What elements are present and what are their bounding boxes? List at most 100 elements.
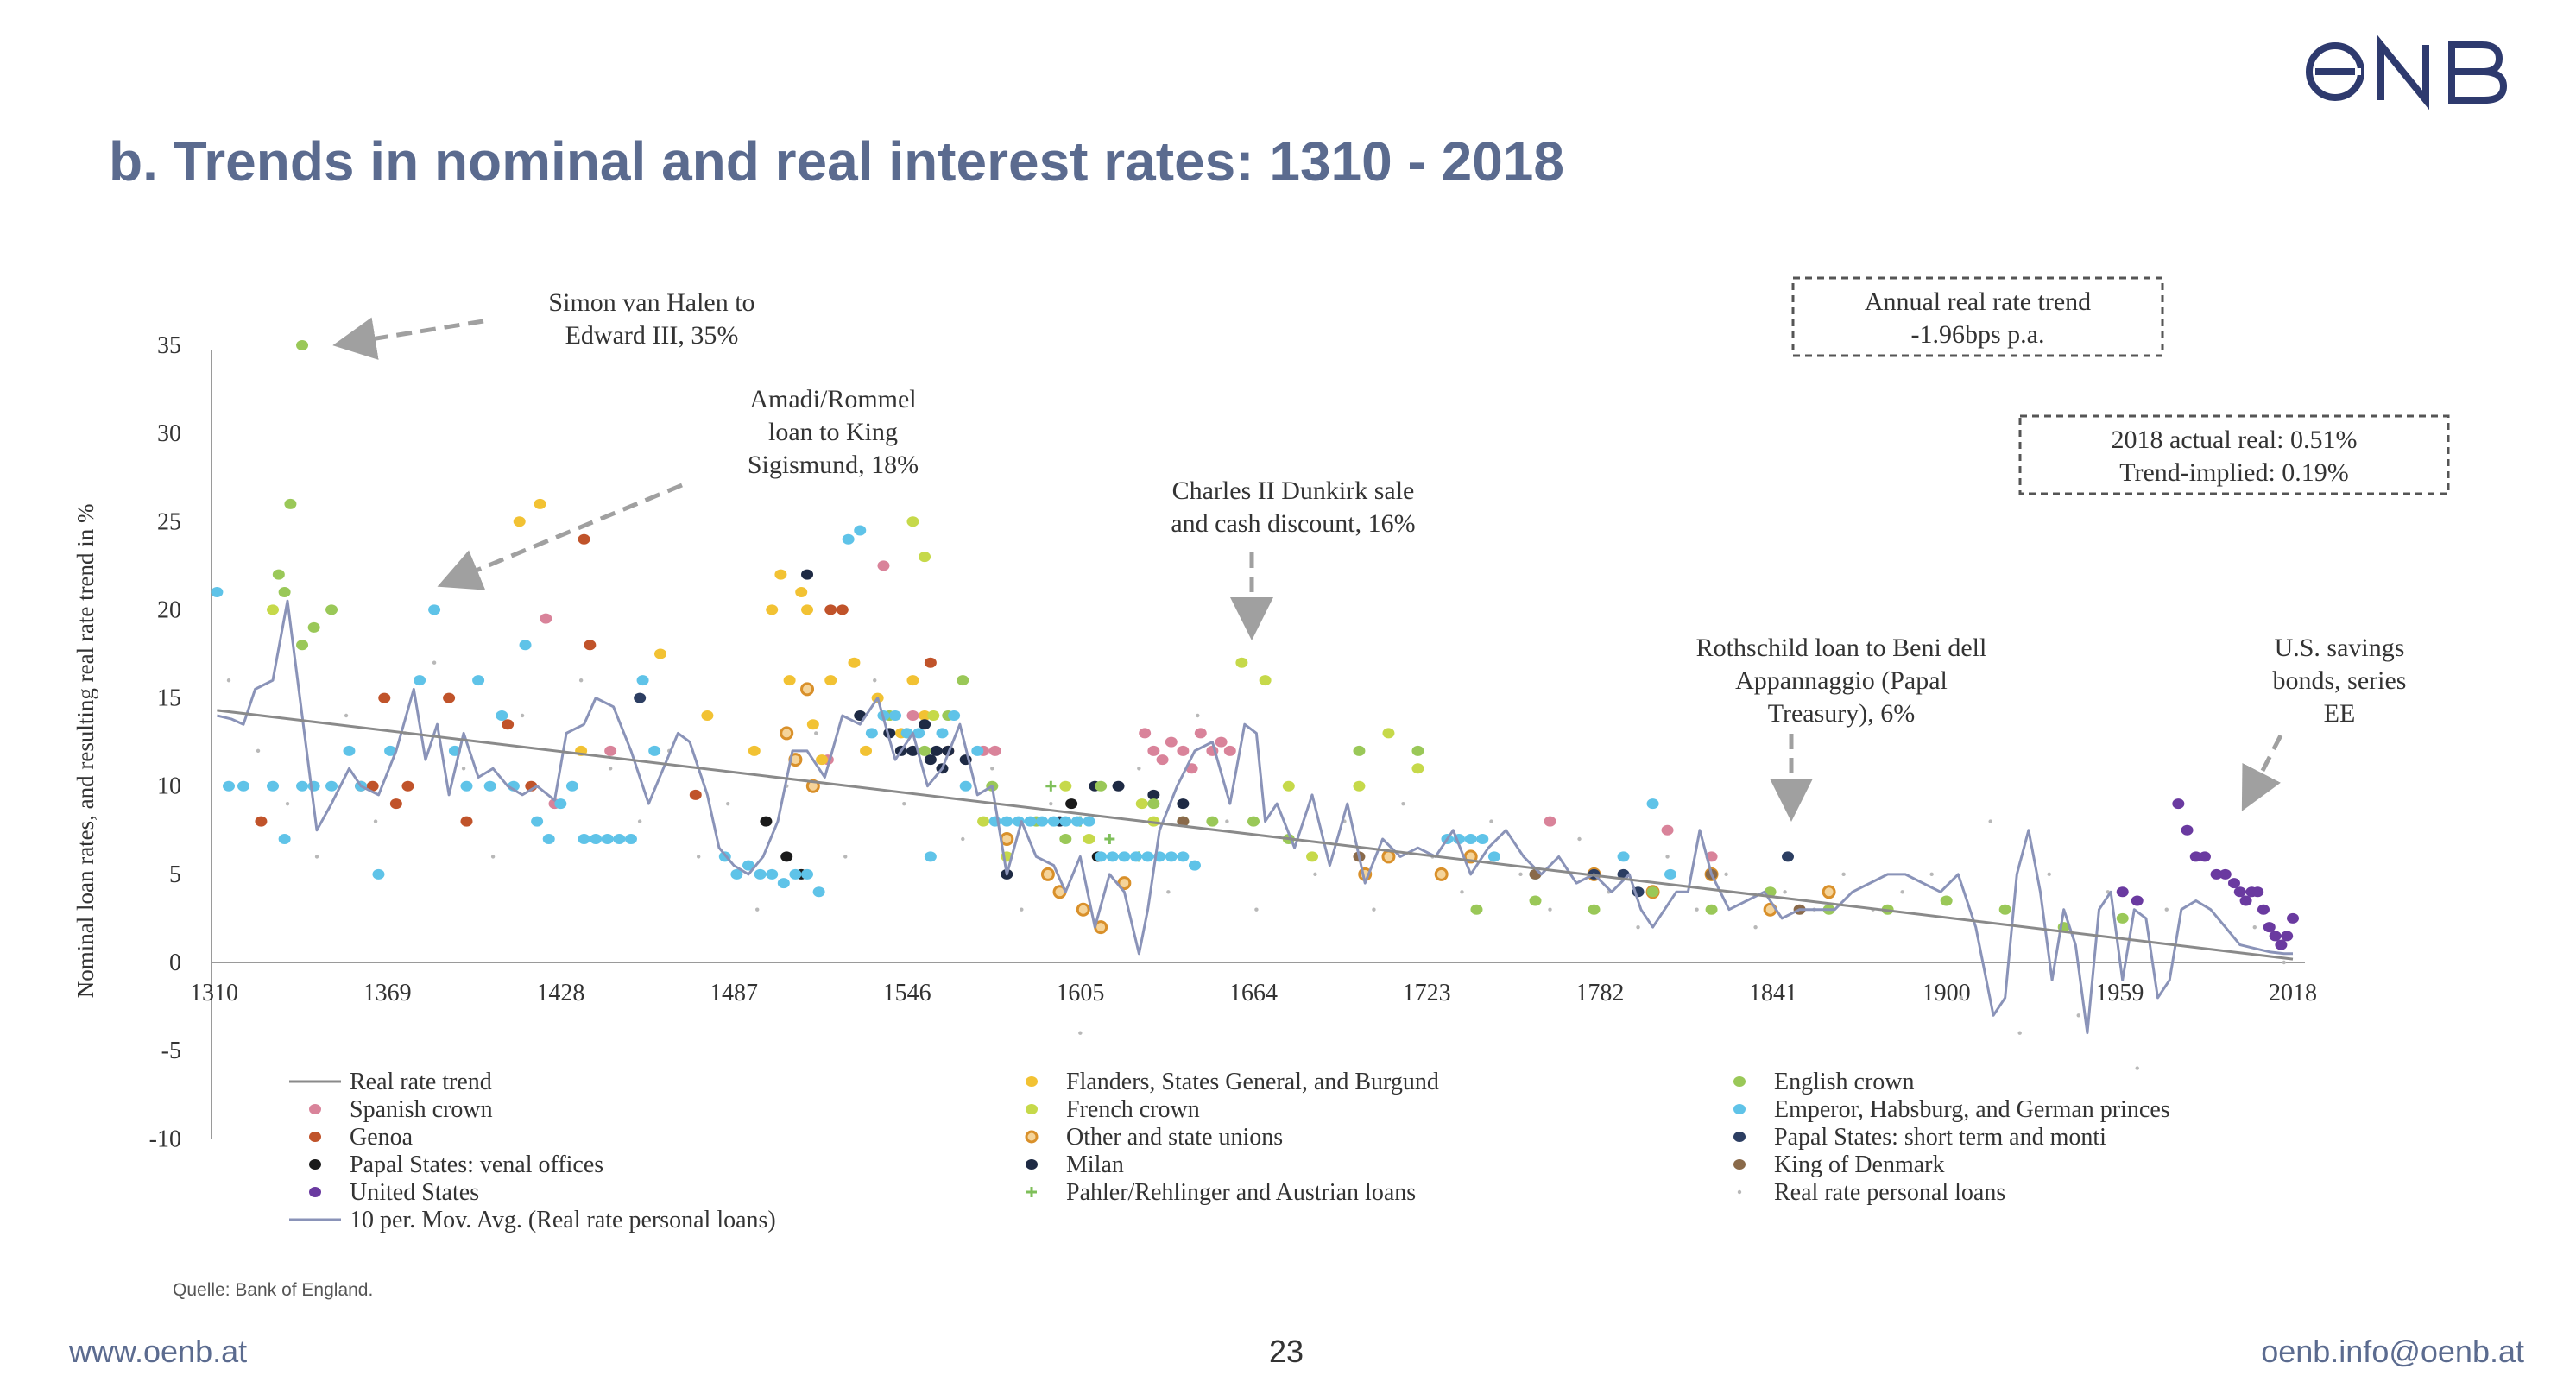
- data-point: [877, 560, 890, 571]
- data-point: [584, 640, 597, 651]
- legend-item: 10 per. Mov. Avg. (Real rate personal lo…: [289, 1207, 776, 1233]
- data-point: [613, 834, 626, 844]
- legend-label: French crown: [1066, 1096, 1200, 1123]
- series-emperor-habsburg-and-german-princes: [211, 525, 1676, 898]
- data-point: [513, 516, 526, 527]
- data-point: [927, 710, 940, 721]
- x-tick-label: 1782: [1575, 980, 1624, 1006]
- data-point: [2282, 960, 2286, 965]
- data-point: [1753, 924, 1758, 930]
- data-point: [1636, 924, 1640, 930]
- data-point: [1353, 780, 1366, 792]
- legend-item: Flanders, States General, and Burgund: [1026, 1069, 1439, 1095]
- data-point: [608, 767, 613, 771]
- data-point: [990, 767, 994, 771]
- data-point: [372, 868, 385, 880]
- data-point: [777, 878, 790, 889]
- data-point: [344, 713, 349, 718]
- data-point: [460, 780, 473, 792]
- data-point: [2116, 886, 2129, 898]
- data-point: [783, 675, 796, 686]
- data-point: [1372, 907, 1376, 912]
- data-point: [1900, 890, 1904, 894]
- data-point: [624, 834, 637, 844]
- annotation-text: Amadi/Rommel: [749, 385, 916, 413]
- legend-item: Papal States: venal offices: [309, 1151, 603, 1178]
- data-point: [1117, 876, 1132, 891]
- data-point: [490, 855, 496, 859]
- data-point: [906, 516, 919, 527]
- data-point: [1177, 851, 1190, 862]
- data-point: [1646, 798, 1659, 810]
- data-point: [988, 745, 1001, 756]
- trend-line: [217, 709, 2294, 961]
- data-point: [1381, 849, 1396, 864]
- data-point: [1959, 995, 1963, 1000]
- data-point: [795, 587, 808, 597]
- data-point: [278, 834, 291, 844]
- legend-item: Other and state unions: [1025, 1124, 1283, 1151]
- data-point: [542, 834, 555, 844]
- legend-item: English crown: [1733, 1069, 1915, 1095]
- x-tick-label: 1959: [2095, 980, 2144, 1006]
- data-point: [1020, 907, 1024, 912]
- box-text: -1.96bps p.a.: [1911, 320, 2045, 349]
- data-point: [1929, 872, 1934, 877]
- data-point: [307, 621, 320, 633]
- y-tick-label: 35: [157, 332, 181, 359]
- oenb-logo: [2306, 35, 2508, 110]
- data-point: [760, 816, 773, 827]
- data-point: [1104, 834, 1115, 844]
- page-number: 23: [1269, 1334, 1304, 1369]
- y-tick-label: 5: [169, 861, 181, 888]
- annotation-charles: Charles II Dunkirk sale and cash discount…: [1171, 476, 1416, 640]
- data-point: [1822, 885, 1836, 899]
- data-point: [2181, 824, 2194, 836]
- box-text: Annual real rate trend: [1865, 287, 2091, 316]
- legend-label: United States: [350, 1179, 479, 1206]
- data-point: [780, 851, 793, 862]
- data-point: [919, 552, 931, 563]
- data-point: [401, 780, 414, 792]
- data-point: [502, 719, 515, 730]
- data-point: [1118, 851, 1131, 862]
- data-point: [2287, 912, 2299, 924]
- data-point: [1529, 895, 1542, 906]
- data-point: [1259, 675, 1272, 686]
- data-point: [801, 604, 814, 615]
- data-point: [1166, 890, 1171, 894]
- y-tick-label: -5: [161, 1038, 181, 1064]
- data-point: [226, 678, 231, 683]
- footer-email[interactable]: oenb.info@oenb.at: [2261, 1334, 2524, 1369]
- y-tick-label: 30: [157, 420, 181, 447]
- legend-label: Papal States: venal offices: [350, 1151, 603, 1178]
- data-point: [296, 340, 309, 350]
- data-point: [443, 692, 456, 703]
- data-point: [1165, 851, 1178, 862]
- data-point: [957, 675, 969, 686]
- series-united-states: [2116, 798, 2299, 950]
- data-point: [1518, 872, 1523, 877]
- annotation-arrow: [332, 317, 484, 360]
- x-tick-label: 1841: [1749, 980, 1797, 1006]
- data-point: [272, 569, 285, 580]
- box-text: 2018 actual real: 0.51%: [2112, 426, 2358, 454]
- data-point: [1059, 780, 1072, 792]
- data-point: [930, 745, 943, 756]
- data-point: [814, 731, 818, 735]
- data-point: [1059, 816, 1072, 827]
- source-note: Quelle: Bank of England.: [173, 1280, 374, 1300]
- data-point: [800, 682, 815, 697]
- footer-website[interactable]: www.oenb.at: [69, 1334, 248, 1369]
- data-point: [1705, 904, 1718, 915]
- data-point: [534, 498, 546, 509]
- data-point: [1470, 904, 1483, 915]
- data-point: [1247, 816, 1260, 827]
- data-point: [1617, 851, 1630, 862]
- annotation-text: Rothschild loan to Beni dell: [1696, 634, 1987, 662]
- x-tick-label: 1310: [190, 980, 238, 1006]
- data-point: [977, 816, 990, 827]
- x-tick-label: 1723: [1403, 980, 1451, 1006]
- data-point: [2210, 868, 2223, 880]
- data-point: [1401, 801, 1405, 806]
